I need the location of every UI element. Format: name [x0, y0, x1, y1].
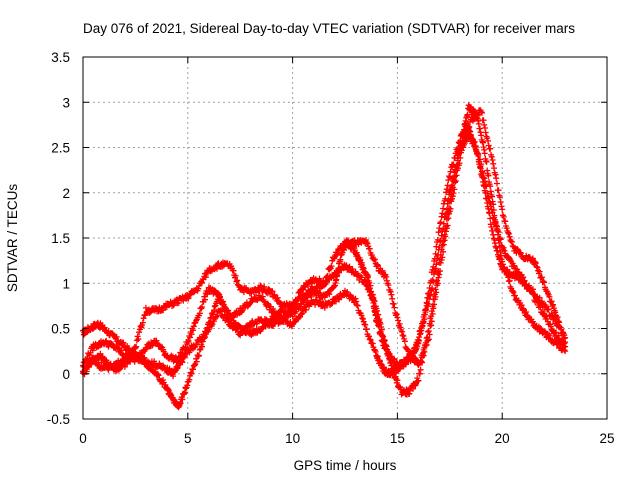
chart-title: Day 076 of 2021, Sidereal Day-to-day VTE… [83, 21, 575, 36]
grid [83, 57, 607, 419]
plot-area [80, 102, 569, 411]
x-tick-label: 15 [390, 431, 405, 446]
x-axis-label: GPS time / hours [294, 458, 397, 473]
x-tick-label: 0 [79, 431, 87, 446]
y-tick-label: -0.5 [47, 412, 70, 427]
y-tick-label: 2 [62, 186, 70, 201]
x-tick-label: 10 [285, 431, 300, 446]
y-tick-label: 1.5 [51, 231, 70, 246]
y-tick-label: 3.5 [51, 50, 70, 65]
axes: 0 5 10 15 20 25 -0.5 0 0.5 1 1.5 2 2.5 3 3.5 [47, 50, 615, 446]
y-tick-label: 0 [62, 367, 70, 382]
x-tick-label: 5 [184, 431, 192, 446]
y-axis-label: SDTVAR / TECUs [5, 184, 20, 293]
y-tick-label: 3 [62, 95, 70, 110]
x-tick-label: 20 [495, 431, 510, 446]
y-tick-label: 0.5 [51, 322, 70, 337]
y-tick-label: 2.5 [51, 141, 70, 156]
x-tick-label: 25 [599, 431, 614, 446]
y-tick-label: 1 [62, 276, 70, 291]
